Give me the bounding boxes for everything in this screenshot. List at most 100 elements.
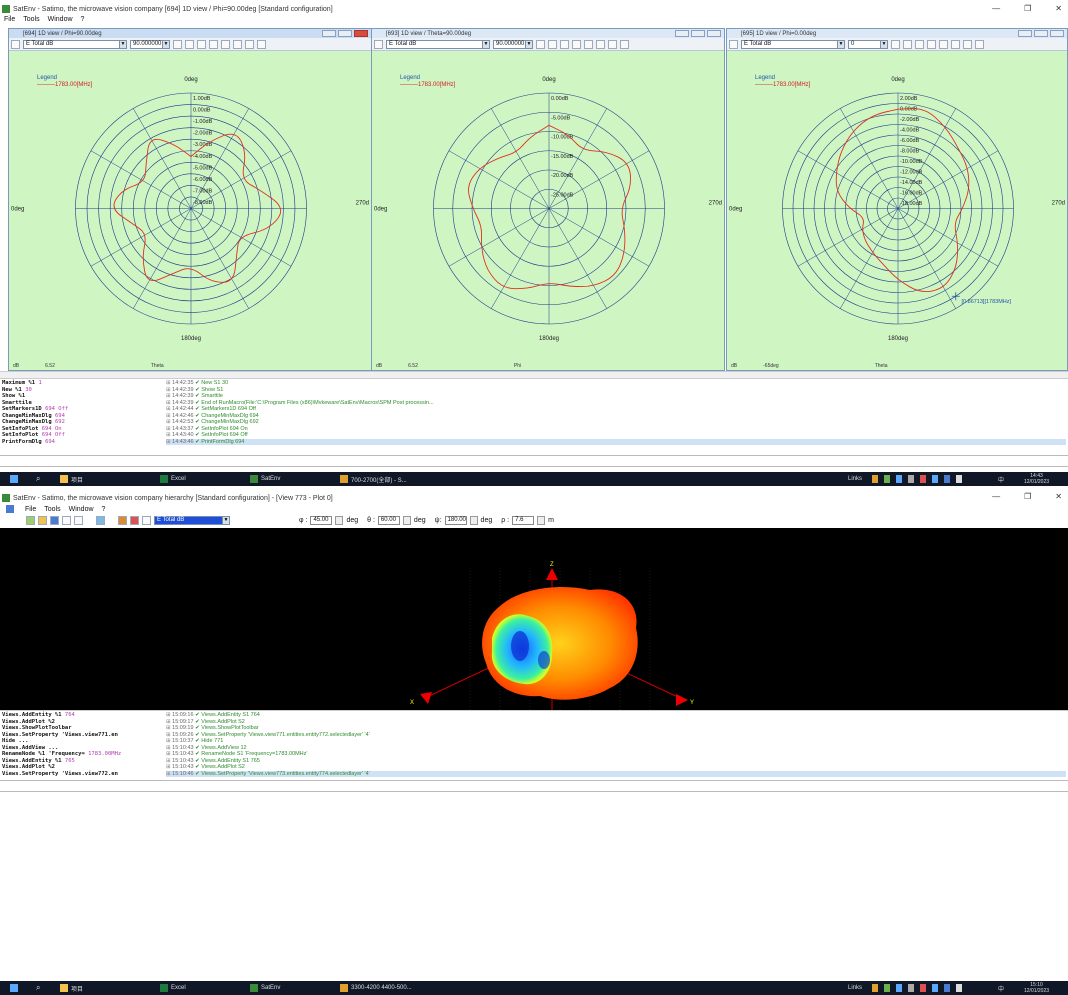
psi-input[interactable]: 180.00 xyxy=(444,515,467,525)
maximize-icon[interactable]: ❐ xyxy=(1024,4,1032,13)
grid-icon[interactable] xyxy=(536,39,545,49)
quantity-select[interactable]: E Total dB ▼ xyxy=(386,39,490,49)
log-entry[interactable]: ⊞ 14:42:46 ✔ ChangeMinMaxDlg 694 xyxy=(166,412,259,419)
console-command[interactable]: Smarttile xyxy=(2,399,32,406)
system-tray-icons[interactable] xyxy=(872,475,962,483)
log-entry[interactable]: ⊞ 15:09:17 ✔ Views.AddPlot S2 xyxy=(166,718,245,725)
target-icon[interactable] xyxy=(927,39,936,49)
top-console-input[interactable] xyxy=(0,455,1068,467)
copy-icon[interactable] xyxy=(245,39,254,49)
taskbar-item-satenv[interactable]: SatEnv xyxy=(250,984,280,992)
log-entry[interactable]: ⊞ 14:42:35 ✔ New S1 30 xyxy=(166,380,229,386)
log-entry[interactable]: ⊞ 14:42:44 ✔ SetMarkers1D 694 Off xyxy=(166,406,256,412)
menu-window[interactable]: Window xyxy=(68,505,94,513)
menu-help[interactable]: ? xyxy=(80,15,85,23)
chart-icon[interactable] xyxy=(118,515,127,525)
menu-tools[interactable]: Tools xyxy=(23,15,40,23)
close-icon[interactable] xyxy=(707,30,721,37)
pane-titlebar[interactable]: [695] 1D view / Phi=0.00deg xyxy=(727,29,1067,38)
menu-window[interactable]: Window xyxy=(47,15,73,23)
quantity-select[interactable]: E Total dB ▼ xyxy=(154,515,230,525)
log-entry[interactable]: ⊞ 14:43:46 ✔ PrintFormDlg 694 xyxy=(166,438,1066,445)
console-command[interactable]: Views.AddEntity %1 764 xyxy=(2,712,75,718)
quantity-select[interactable]: E Total dB ▼ xyxy=(23,39,127,49)
pane-titlebar[interactable]: [693] 1D view / Theta=90.00deg xyxy=(372,29,724,38)
log-entry[interactable]: ⊞ 14:42:39 ✔ Show S1 xyxy=(166,386,224,393)
restore-icon[interactable] xyxy=(691,30,705,37)
grid-icon[interactable] xyxy=(173,39,182,49)
bottom-console-input[interactable] xyxy=(0,780,1068,792)
taskbar-clock[interactable]: 15:10 12/01/2023 xyxy=(1024,982,1049,994)
top-console-command-list[interactable]: Maximum %1 1 New %1 30 Show %1 Smarttile S… xyxy=(0,379,152,454)
console-command[interactable]: Views.SetProperty 'Views.view772.en xyxy=(2,770,118,777)
tray-links[interactable]: Links xyxy=(848,985,863,991)
list-icon[interactable] xyxy=(197,39,206,49)
console-command[interactable]: SetInfoPlot 694 On xyxy=(2,425,62,432)
chart-icon[interactable] xyxy=(903,39,912,49)
console-command[interactable]: Views.AddEntity %1 765 xyxy=(2,757,75,764)
minimize-icon[interactable]: — xyxy=(992,492,1001,501)
log-entry[interactable]: ⊞ 15:10:43 ✔ Views.AddPlot S2 xyxy=(166,764,245,770)
console-command[interactable]: RenameNode %1 'Frequency= 1783.00MHz xyxy=(2,751,122,757)
log-entry[interactable]: ⊞ 15:09:16 ✔ Views.AddEntity S1 764 xyxy=(166,712,260,718)
menu-tools[interactable]: Tools xyxy=(44,505,61,513)
marker-icon[interactable] xyxy=(939,39,948,49)
taskbar-item-excel[interactable]: Excel xyxy=(160,475,186,483)
save-icon[interactable] xyxy=(50,515,59,525)
taskbar-item-satenv[interactable]: SatEnv xyxy=(250,475,280,483)
open-icon[interactable] xyxy=(38,515,47,525)
polar-plot-pane[interactable]: [695] 1D view / Phi=0.00deg E Total dB ▼ … xyxy=(726,28,1068,371)
restore-icon[interactable] xyxy=(1034,30,1048,37)
log-entry[interactable]: ⊞ 14:43:37 ✔ SetInfoPlot 694 On xyxy=(166,425,248,432)
theta-spinner[interactable] xyxy=(402,515,411,525)
settings-icon[interactable] xyxy=(374,39,383,49)
minimize-icon[interactable] xyxy=(1018,30,1032,37)
taskbar-item-plot-window[interactable]: 3300-4200 4400-500... xyxy=(340,984,412,992)
marker-crosshair-icon[interactable] xyxy=(951,292,960,301)
rho-spinner[interactable] xyxy=(537,515,546,525)
search-icon[interactable]: ⌕ xyxy=(36,474,41,483)
rho-input[interactable]: 7.6 xyxy=(512,515,535,525)
console-command[interactable]: SetMarkers1D 694 Off xyxy=(2,406,69,412)
print-icon[interactable] xyxy=(74,515,83,525)
console-command[interactable]: ChangeMinMaxDlg 692 xyxy=(2,419,65,425)
restore-icon[interactable] xyxy=(338,30,352,37)
angle-select[interactable]: 90.000000 ▼ xyxy=(130,39,170,49)
system-tray-icons[interactable] xyxy=(872,984,962,992)
log-entry[interactable]: ⊞ 14:42:39 ✔ End of RunMacro(File:'C:\Pr… xyxy=(166,399,434,406)
top-horizontal-scrollbar[interactable] xyxy=(0,371,1068,378)
log-entry[interactable]: ⊞ 15:09:26 ✔ Views.SetProperty 'Views.vi… xyxy=(166,731,370,738)
ime-language-indicator[interactable]: 中 xyxy=(998,477,1005,484)
log-entry[interactable]: ⊞ 14:43:40 ✔ SetInfoPlot 694 Off xyxy=(166,432,248,438)
curve-icon[interactable] xyxy=(142,515,151,525)
phi-input[interactable]: 45.00 xyxy=(310,515,333,525)
log-entry[interactable]: ⊞ 14:42:53 ✔ ChangeMinMaxDlg 692 xyxy=(166,419,259,425)
list-icon[interactable] xyxy=(915,39,924,49)
windows-start-icon[interactable] xyxy=(10,984,18,992)
console-command[interactable]: Views.AddPlot %2 xyxy=(2,764,55,770)
close-icon[interactable] xyxy=(1050,30,1064,37)
phi-spinner[interactable] xyxy=(335,515,344,525)
print-icon[interactable] xyxy=(257,39,266,49)
curve-icon[interactable] xyxy=(596,39,605,49)
curve-icon[interactable] xyxy=(233,39,242,49)
console-command[interactable]: New %1 30 xyxy=(2,386,32,393)
taskbar-item-excel[interactable]: Excel xyxy=(160,984,186,992)
close-icon[interactable] xyxy=(354,30,368,37)
settings-icon[interactable] xyxy=(11,39,20,49)
copy-icon[interactable] xyxy=(608,39,617,49)
psi-spinner[interactable] xyxy=(469,515,478,525)
maximize-icon[interactable]: ❐ xyxy=(1024,492,1032,501)
settings-icon[interactable] xyxy=(729,39,738,49)
tray-links[interactable]: Links xyxy=(848,476,863,482)
marker-icon[interactable] xyxy=(221,39,230,49)
search-icon[interactable]: ⌕ xyxy=(36,983,41,992)
target-icon[interactable] xyxy=(209,39,218,49)
print-icon[interactable] xyxy=(620,39,629,49)
log-entry[interactable]: ⊞ 15:10:43 ✔ RenameNode S1 'Frequency=17… xyxy=(166,751,308,757)
menu-help[interactable]: ? xyxy=(101,505,106,513)
console-command[interactable]: Maximum %1 1 xyxy=(2,380,42,386)
console-command[interactable]: Views.ShowPlotToolbar xyxy=(2,725,72,731)
console-command[interactable]: Show %1 xyxy=(2,393,26,399)
log-entry[interactable]: ⊞ 14:42:39 ✔ Smarttile xyxy=(166,393,223,399)
